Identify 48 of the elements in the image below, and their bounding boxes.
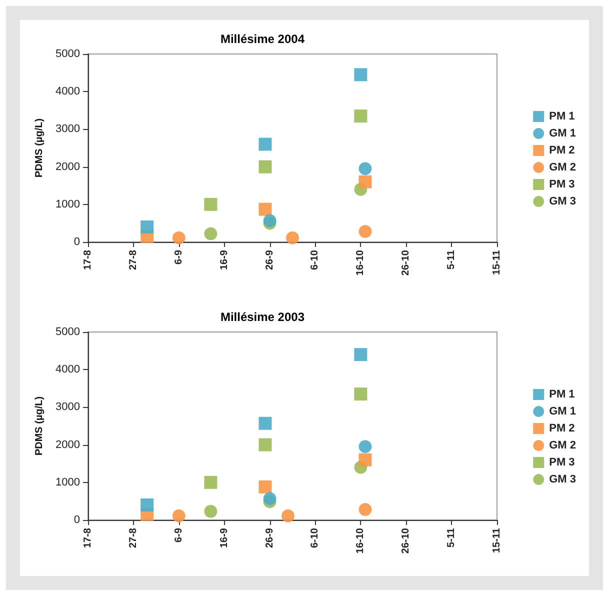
legend-label: PM 1 xyxy=(549,110,575,122)
x-tick-label: 26-9 xyxy=(264,250,276,270)
x-tick-label: 15-11 xyxy=(492,250,502,276)
y-tick-label: 5000 xyxy=(56,326,80,338)
y-tick-label: 3000 xyxy=(56,123,80,136)
x-tick-label: 16-10 xyxy=(355,528,366,554)
x-tick-label: 6-9 xyxy=(173,528,184,542)
x-tick-label: 16-10 xyxy=(355,250,366,276)
chart-title: Millésime 2003 xyxy=(220,310,305,324)
chart-title: Millésime 2004 xyxy=(220,32,305,46)
x-tick-label: 16-9 xyxy=(218,250,230,270)
legend-label: GM 1 xyxy=(549,128,576,140)
x-tick-label: 6-9 xyxy=(173,250,184,264)
legend-label: GM 3 xyxy=(549,474,576,486)
legend-label: GM 1 xyxy=(549,406,576,418)
legend-label: GM 2 xyxy=(549,440,576,452)
legend-label: PM 2 xyxy=(549,144,575,156)
x-tick-label: 6-10 xyxy=(310,250,321,270)
x-tick-label: 16-9 xyxy=(218,528,230,548)
x-tick-label: 15-11 xyxy=(492,528,502,554)
y-tick-label: 2000 xyxy=(56,438,80,451)
x-tick-label: 26-10 xyxy=(400,528,412,554)
x-tick-label: 17-8 xyxy=(82,250,94,270)
y-tick-label: 1000 xyxy=(56,476,80,488)
x-tick-label: 17-8 xyxy=(82,528,94,548)
x-tick-label: 27-8 xyxy=(128,250,139,270)
x-tick-label: 26-9 xyxy=(264,528,276,548)
x-tick-label: 26-10 xyxy=(400,250,412,276)
y-tick-label: 1000 xyxy=(56,198,80,210)
y-axis-title: PDMS (µg/L) xyxy=(34,396,46,456)
y-axis-title: PDMS (µg/L) xyxy=(34,118,46,178)
y-tick-label: 5000 xyxy=(56,48,80,60)
legend-label: GM 3 xyxy=(549,196,576,208)
x-tick-label: 5-11 xyxy=(446,250,458,270)
x-tick-label: 5-11 xyxy=(446,528,458,548)
x-tick-label: 6-10 xyxy=(310,528,321,548)
legend-label: GM 2 xyxy=(549,162,576,174)
y-tick-label: 4000 xyxy=(56,364,80,376)
legend-label: PM 3 xyxy=(549,456,575,468)
y-tick-label: 0 xyxy=(74,236,80,248)
legend-label: PM 3 xyxy=(549,178,575,190)
y-tick-label: 3000 xyxy=(56,401,80,414)
legend-label: PM 2 xyxy=(549,422,575,434)
y-tick-label: 0 xyxy=(74,514,80,526)
y-tick-label: 4000 xyxy=(56,86,80,98)
legend-label: PM 1 xyxy=(549,388,575,400)
y-tick-label: 2000 xyxy=(56,160,80,173)
x-tick-label: 27-8 xyxy=(128,528,139,548)
